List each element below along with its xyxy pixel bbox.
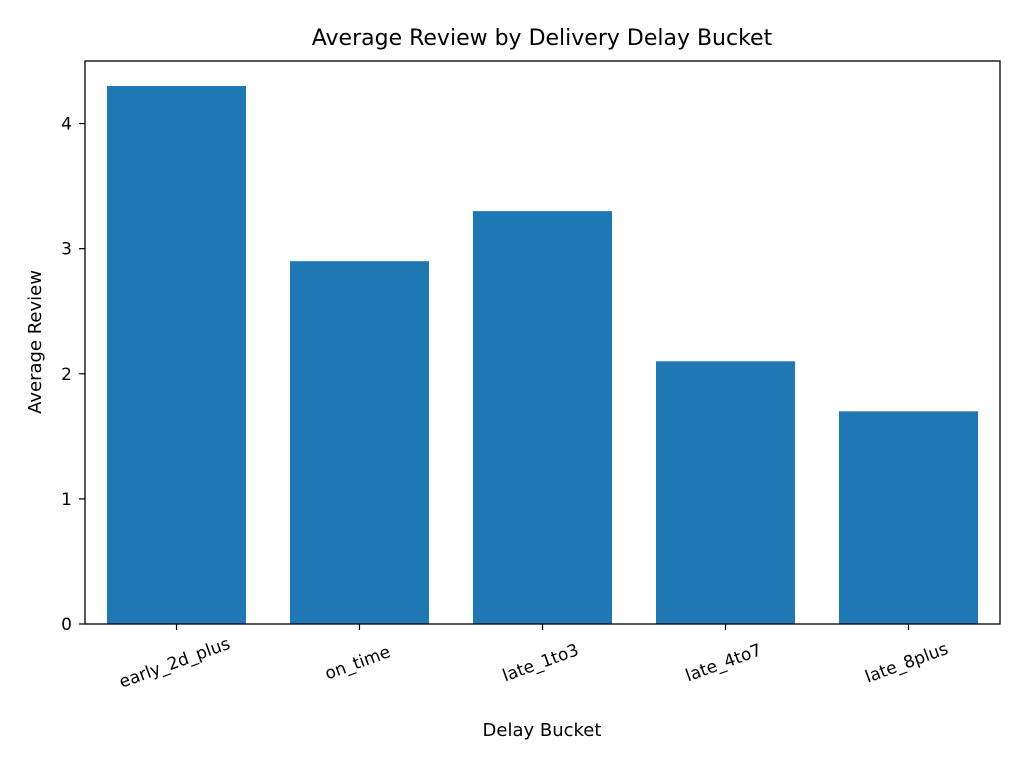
bar-late_1to3: [472, 211, 613, 624]
bar-early_2d_plus: [106, 86, 247, 624]
y-tick-label-4: 4: [61, 115, 72, 135]
y-axis-label: Average Review: [25, 270, 46, 414]
bar-late_8plus: [838, 411, 979, 624]
y-tick-label-3: 3: [61, 240, 72, 260]
y-tick-label-1: 1: [61, 490, 72, 510]
bars-layer: [106, 86, 979, 624]
y-tick-label-0: 0: [61, 615, 72, 635]
y-tick-label-2: 2: [61, 365, 72, 385]
x-axis-label: Delay Bucket: [483, 720, 602, 741]
bar-late_4to7: [655, 361, 796, 624]
chart-title: Average Review by Delivery Delay Bucket: [312, 26, 773, 51]
bar-on_time: [289, 261, 430, 624]
plot-area-frame: [84, 60, 1001, 625]
y-axis: 0 1 2 3 4: [61, 115, 85, 635]
